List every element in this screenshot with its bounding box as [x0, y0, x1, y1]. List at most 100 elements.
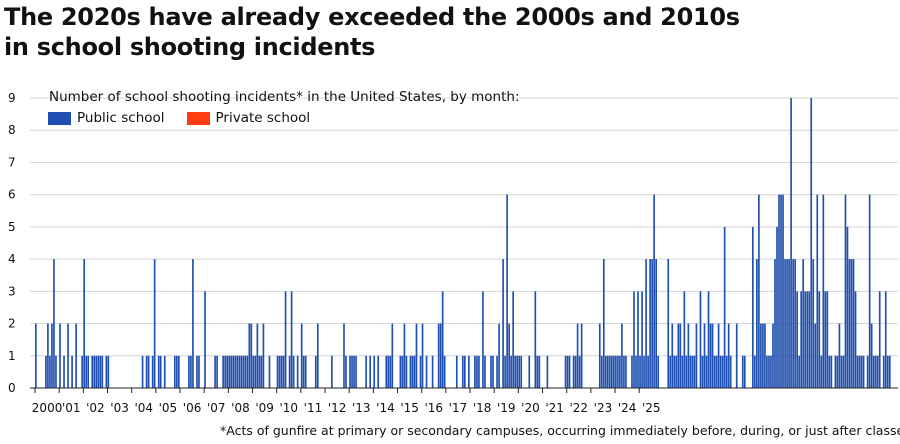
bar-public — [389, 355, 392, 388]
x-tick-label: '09 — [255, 401, 274, 415]
bar-public — [687, 323, 690, 388]
bar-public — [812, 259, 815, 388]
bar-public — [415, 323, 418, 388]
bar-public — [872, 355, 875, 388]
bar-public — [290, 291, 293, 388]
bar-public — [840, 355, 843, 388]
bar-public — [683, 291, 686, 388]
bar-public — [238, 355, 241, 388]
bar-public — [878, 291, 881, 388]
bar-public — [236, 355, 239, 388]
bar-public — [667, 259, 670, 388]
bar-public — [175, 355, 178, 388]
bar-public — [802, 259, 805, 388]
bar-public — [534, 291, 537, 388]
grid-lines — [30, 97, 898, 357]
bar-public — [637, 291, 639, 388]
bar-public — [888, 355, 891, 388]
bar-public — [163, 355, 166, 388]
bar-public — [814, 323, 817, 388]
bar-public — [252, 355, 255, 388]
bar-public — [842, 355, 845, 388]
bar-public — [574, 355, 577, 388]
bar-public — [401, 355, 404, 388]
bar-public — [387, 355, 390, 388]
bar-public — [437, 323, 440, 388]
bar-public — [546, 355, 549, 388]
bar-public — [482, 291, 484, 388]
bar-public — [508, 323, 510, 388]
bar-public — [669, 355, 672, 388]
bar-public — [675, 355, 678, 388]
chart-subtitle: Number of school shooting incidents* in … — [49, 89, 520, 105]
bar-public — [250, 323, 253, 388]
bar-public — [671, 323, 674, 388]
bar-public — [478, 355, 480, 388]
x-tick-label: '08 — [231, 401, 250, 415]
bar-public — [679, 323, 682, 388]
footnote: *Acts of gunfire at primary or secondary… — [220, 423, 900, 438]
bar-public — [758, 194, 760, 388]
bar-public — [705, 355, 708, 388]
bar-public — [345, 355, 347, 388]
bar-public — [609, 355, 611, 388]
x-tick-label: '19 — [497, 401, 516, 415]
bar-public — [826, 291, 829, 388]
bar-public — [282, 355, 285, 388]
x-tick-label: '25 — [642, 401, 661, 415]
bar-public — [85, 355, 88, 388]
x-tick-label: '12 — [328, 401, 347, 415]
bar-public — [830, 355, 833, 388]
bar-public — [806, 291, 809, 388]
legend-swatch-private — [186, 111, 210, 125]
bar-public — [828, 355, 831, 388]
bar-public — [701, 355, 704, 388]
y-tick-label: 0 — [8, 381, 16, 395]
bar-public — [834, 355, 837, 388]
bar-public — [419, 355, 422, 388]
legend: Public school Private school — [48, 110, 310, 126]
bar-public — [188, 355, 190, 388]
bar-public — [244, 355, 247, 388]
bar-public — [373, 355, 376, 388]
bar-public — [623, 355, 625, 388]
bar-public — [425, 355, 428, 388]
x-tick-label: '06 — [183, 401, 202, 415]
bar-public — [59, 323, 61, 388]
chart-title-line-1: The 2020s have already exceeded the 2000… — [4, 3, 740, 31]
bar-public — [226, 355, 228, 388]
legend-item-private: Private school — [186, 110, 310, 126]
bar-public — [796, 291, 798, 388]
bar-public — [196, 355, 198, 388]
bar-public — [772, 323, 774, 388]
bar-public — [741, 355, 744, 388]
bar-public — [528, 355, 531, 388]
bar-public — [510, 355, 512, 388]
bar-public — [707, 291, 710, 388]
bar-public — [49, 355, 51, 388]
bar-public — [762, 323, 764, 388]
bar-public — [353, 355, 355, 388]
bar-public — [862, 355, 865, 388]
bar-public — [850, 259, 853, 388]
bar-public — [520, 355, 523, 388]
bar-public — [639, 355, 641, 388]
x-tick-label: '10 — [279, 401, 298, 415]
bar-public — [631, 355, 633, 388]
bar-public — [800, 291, 803, 388]
bar-public — [792, 259, 794, 388]
bar-public — [882, 355, 885, 388]
bar-public — [232, 355, 235, 388]
bar-public — [439, 323, 442, 388]
bar-public — [782, 194, 784, 388]
bar-public — [729, 355, 732, 388]
bar-public — [409, 355, 412, 388]
bar-public — [576, 323, 579, 388]
bar-public — [768, 355, 770, 388]
bar-public — [764, 323, 766, 388]
bar-public — [413, 355, 416, 388]
x-tick-label: '21 — [545, 401, 564, 415]
x-tick-label: '07 — [207, 401, 226, 415]
chart-title: The 2020s have already exceeded the 2000… — [4, 2, 740, 62]
x-tick-label: '18 — [473, 401, 492, 415]
